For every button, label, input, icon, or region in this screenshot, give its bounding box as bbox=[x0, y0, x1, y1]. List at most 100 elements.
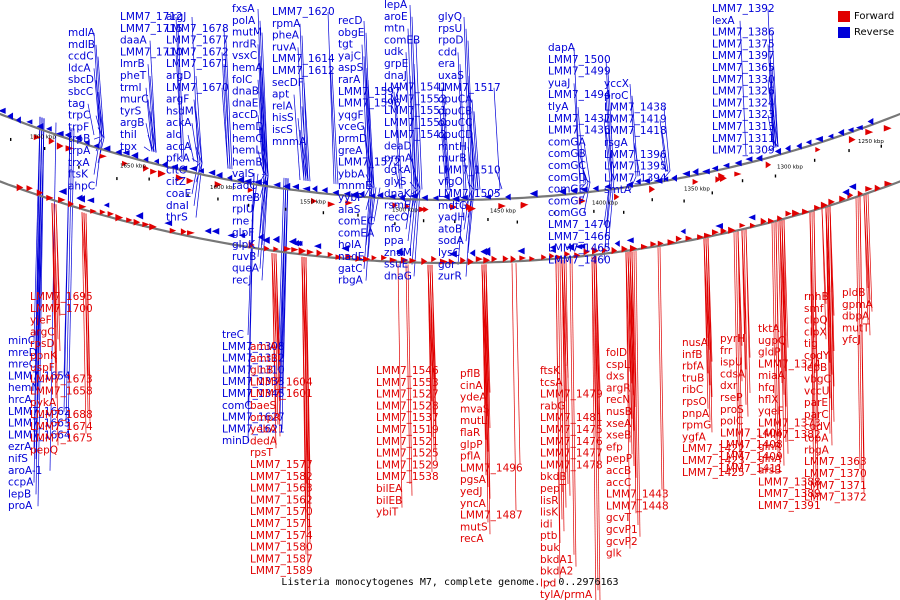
leader-line bbox=[559, 259, 565, 532]
forward-gene-arrow bbox=[820, 201, 828, 209]
gene-label: lysC bbox=[438, 247, 460, 259]
reverse-gene-arrow bbox=[626, 181, 633, 188]
leader-line bbox=[663, 170, 671, 179]
reverse-gene-arrow bbox=[262, 236, 270, 244]
forward-gene-arrow bbox=[149, 223, 157, 231]
gene-label: LMM7_1487 bbox=[460, 510, 523, 522]
gene-label: gcvP1 bbox=[606, 524, 638, 536]
gene-label: pflA bbox=[460, 451, 481, 463]
gene-label: LMM7_1326 bbox=[712, 86, 775, 98]
forward-gene-arrow bbox=[99, 209, 106, 215]
gene-label: hflX bbox=[758, 394, 778, 406]
leader-line bbox=[37, 118, 45, 507]
leader-line bbox=[97, 56, 105, 139]
gene-label: accA bbox=[166, 141, 192, 153]
reverse-gene-arrow bbox=[396, 250, 404, 256]
gene-label: LMM7_1663 bbox=[8, 418, 71, 430]
gene-label: pyrH bbox=[720, 333, 745, 345]
gene-label: aroE bbox=[384, 11, 408, 23]
forward-gene-arrow bbox=[760, 217, 767, 226]
gene-label: opuCB bbox=[438, 105, 472, 117]
gene-label: LMM7_1408 bbox=[720, 439, 783, 451]
gene-label: yedJ bbox=[460, 486, 482, 498]
gene-label: mtn bbox=[384, 23, 405, 35]
reverse-gene-arrow bbox=[682, 170, 690, 177]
leader-line bbox=[95, 80, 103, 138]
reverse-gene-arrow bbox=[350, 191, 359, 199]
gene-label: LMM7_1476 bbox=[540, 436, 603, 448]
kbp-tick-label: 1250 kbp bbox=[858, 139, 884, 145]
reverse-gene-arrow bbox=[115, 149, 122, 156]
reverse-gene-arrow bbox=[575, 243, 583, 250]
leader-line bbox=[275, 253, 281, 437]
reverse-gene-arrow bbox=[179, 165, 188, 171]
reverse-gene-arrow bbox=[460, 195, 468, 201]
forward-gene-arrow bbox=[704, 232, 713, 239]
gene-label: LMM7_1479 bbox=[540, 389, 603, 401]
gene-label: dnaI bbox=[166, 200, 189, 212]
leader-line bbox=[193, 99, 201, 163]
gene-label: sbcC bbox=[68, 86, 93, 98]
gene-label: trpA bbox=[68, 145, 91, 157]
leader-line bbox=[407, 264, 413, 496]
reverse-gene-arrow bbox=[135, 212, 144, 220]
leader-line bbox=[771, 138, 779, 147]
leader-line bbox=[175, 52, 183, 159]
gene-label: bkdB bbox=[540, 471, 567, 483]
leader-line bbox=[411, 16, 419, 190]
reverse-gene-arrow bbox=[748, 214, 756, 221]
gene-label: LMM7_1620 bbox=[272, 6, 335, 18]
reverse-gene-arrow bbox=[26, 119, 33, 125]
reverse-gene-arrow bbox=[484, 249, 491, 257]
gene-label: prmA bbox=[384, 152, 413, 164]
gene-label: codV bbox=[804, 421, 831, 433]
gene-label: ftsK bbox=[540, 365, 561, 377]
reverse-gene-arrow bbox=[321, 187, 328, 194]
gene-label: mreB bbox=[232, 192, 260, 204]
leader-line bbox=[361, 44, 369, 187]
gene-label: LMM7_1394 bbox=[604, 172, 667, 184]
forward-gene-arrow bbox=[520, 201, 529, 208]
reverse-gene-arrow bbox=[815, 135, 823, 143]
gene-label: glnR bbox=[758, 441, 782, 453]
gene-label: amiA bbox=[250, 341, 278, 353]
leader-line bbox=[607, 71, 615, 180]
gene-label: LMM7_1571 bbox=[250, 518, 313, 530]
leader-line bbox=[363, 127, 371, 188]
leader-line bbox=[485, 264, 491, 535]
forward-gene-arrow bbox=[421, 257, 428, 266]
leader-line bbox=[467, 146, 475, 190]
gene-label: accC bbox=[606, 477, 631, 489]
gene-label: queA bbox=[232, 263, 260, 275]
gene-label: ribC bbox=[682, 384, 703, 396]
gene-label: ppnK bbox=[30, 350, 58, 362]
reverse-gene-arrow bbox=[626, 237, 634, 244]
forward-gene-arrow bbox=[749, 222, 756, 229]
forward-gene-arrow bbox=[142, 221, 150, 228]
leader-line bbox=[603, 180, 611, 261]
gene-label: citC bbox=[166, 164, 186, 176]
leader-line bbox=[367, 187, 375, 258]
leader-line bbox=[781, 220, 787, 443]
track-tick-mark bbox=[116, 177, 118, 181]
leader-line bbox=[147, 134, 155, 153]
leader-line bbox=[365, 174, 373, 188]
leader-line bbox=[259, 162, 267, 176]
leader-line bbox=[771, 103, 779, 147]
forward-gene-arrow bbox=[564, 251, 571, 258]
reverse-gene-arrow bbox=[432, 195, 439, 201]
reverse-gene-arrow bbox=[837, 128, 845, 136]
strand-legend: Forward Reverse bbox=[838, 8, 894, 40]
gene-label: tcsA bbox=[540, 377, 563, 389]
forward-gene-arrow bbox=[792, 209, 800, 217]
gene-label: hemD bbox=[232, 121, 263, 133]
leader-line bbox=[407, 189, 415, 242]
gene-label: LMM7_1574 bbox=[250, 530, 313, 542]
reverse-gene-arrow bbox=[842, 188, 850, 196]
forward-gene-arrow bbox=[389, 257, 398, 263]
gene-label: accB bbox=[606, 465, 631, 477]
gene-label: LMM7_1397 bbox=[712, 50, 775, 62]
reverse-gene-arrow bbox=[143, 156, 149, 163]
gene-label: minD bbox=[222, 435, 250, 447]
leader-line bbox=[569, 258, 575, 555]
